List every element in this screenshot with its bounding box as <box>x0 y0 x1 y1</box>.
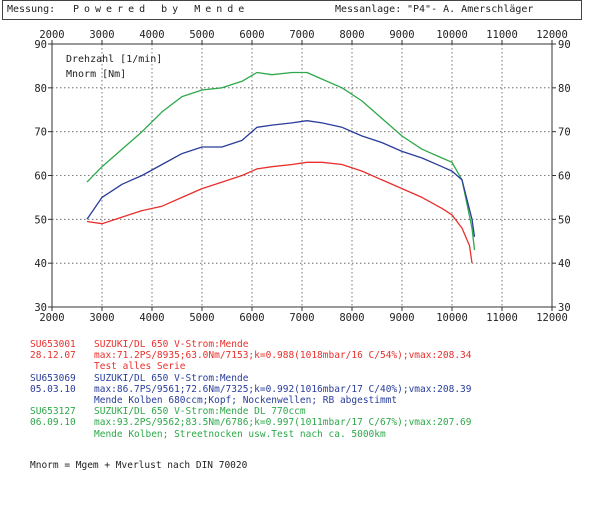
y-tick-label-left: 80 <box>34 83 47 95</box>
legend-run-id: 05.03.10 <box>30 383 76 395</box>
x-tick-label-top: 5000 <box>189 29 214 41</box>
test-bench-value: "P4"- A. Amerschläger <box>407 4 534 15</box>
x-tick-label-top: 2000 <box>39 29 64 41</box>
measurement-header: Messung: Powered by Mende Messanlage: "P… <box>2 0 582 20</box>
y-tick-label-right: 40 <box>558 258 571 270</box>
legend-run-text: SUZUKI/DL 650 V-Strom:Mende <box>94 339 249 350</box>
y-axis-label: Mnorm [Nm] <box>66 69 126 80</box>
x-tick-label-bottom: 6000 <box>239 312 264 324</box>
y-tick-label-right: 30 <box>558 302 571 314</box>
x-tick-label-bottom: 7000 <box>289 312 314 324</box>
y-tick-label-left: 40 <box>34 258 47 270</box>
x-tick-label-top: 3000 <box>89 29 114 41</box>
x-tick-label-top: 9000 <box>389 29 414 41</box>
x-tick-label-top: 4000 <box>139 29 164 41</box>
series-line-1 <box>86 120 476 237</box>
legend-run-text: Mende Kolben 680ccm;Kopf; Nockenwellen; … <box>94 394 398 406</box>
y-tick-label-left: 30 <box>34 302 47 314</box>
x-tick-label-bottom: 4000 <box>139 312 164 324</box>
legend-run-id: 28.12.07 <box>30 350 76 362</box>
legend-run-text: SUZUKI/DL 650 V-Strom:Mende <box>94 372 249 384</box>
x-tick-label-bottom: 2000 <box>39 312 64 324</box>
y-tick-label-left: 70 <box>34 127 47 139</box>
x-tick-label-bottom: 3000 <box>89 312 114 324</box>
y-tick-label-right: 80 <box>558 83 571 95</box>
legend-run-text: SUZUKI/DL 650 V-Strom:Mende DL 770ccm <box>94 406 306 418</box>
legend-run-text: max:93.2PS/9562;83.5Nm/6786;k=0.997(1011… <box>94 417 472 429</box>
y-tick-label-left: 60 <box>34 171 47 183</box>
legend-run-id: SU653001 <box>30 339 76 350</box>
din-formula-note: Mnorm = Mgem + Mverlust nach DIN 70020 <box>30 460 248 471</box>
y-tick-label-right: 90 <box>558 39 571 51</box>
legend-run-text: max:71.2PS/8935;63.0Nm/7153;k=0.988(1018… <box>94 350 472 362</box>
x-tick-label-top: 11000 <box>486 29 518 41</box>
legend-run-text: Mende Kolben; Streetnocken usw.Test nach… <box>94 428 386 440</box>
x-tick-label-top: 7000 <box>289 29 314 41</box>
dyno-chart: 2000 2000 3000 3000 4000 4000 5000 5000 6000 6000… <box>34 29 571 324</box>
series-line-0 <box>86 71 476 251</box>
legend-run-id: SU653069 <box>30 372 76 384</box>
x-tick-label-bottom: 10000 <box>436 312 468 324</box>
y-tick-label-left: 90 <box>34 39 47 51</box>
x-tick-label-top: 12000 <box>536 29 568 41</box>
x-tick-label-top: 8000 <box>339 29 364 41</box>
legend-run-id: 06.09.10 <box>30 417 76 429</box>
y-tick-label-left: 50 <box>34 214 47 226</box>
series-line-2 <box>86 161 473 264</box>
test-bench-label: Messanlage: <box>335 4 402 15</box>
x-tick-label-bottom: 5000 <box>189 312 214 324</box>
x-tick-label-bottom: 9000 <box>389 312 414 324</box>
legend-run-text: max:86.7PS/9561;72.6Nm/7325;k=0.992(1016… <box>94 383 472 395</box>
y-tick-label-right: 60 <box>558 171 571 183</box>
y-tick-label-right: 70 <box>558 127 571 139</box>
measurement-value: Powered by Mende <box>73 4 250 15</box>
x-axis-label: Drehzahl [1/min] <box>66 54 162 65</box>
y-tick-label-right: 50 <box>558 214 571 226</box>
measurement-label: Messung: <box>7 4 56 15</box>
x-tick-label-top: 6000 <box>239 29 264 41</box>
legend-run-text: Test alles Serie <box>94 361 186 373</box>
x-tick-label-bottom: 12000 <box>536 312 568 324</box>
x-tick-label-bottom: 11000 <box>486 312 518 324</box>
x-tick-label-top: 10000 <box>436 29 468 41</box>
x-tick-label-bottom: 8000 <box>339 312 364 324</box>
legend-run-id: SU653127 <box>30 406 76 418</box>
